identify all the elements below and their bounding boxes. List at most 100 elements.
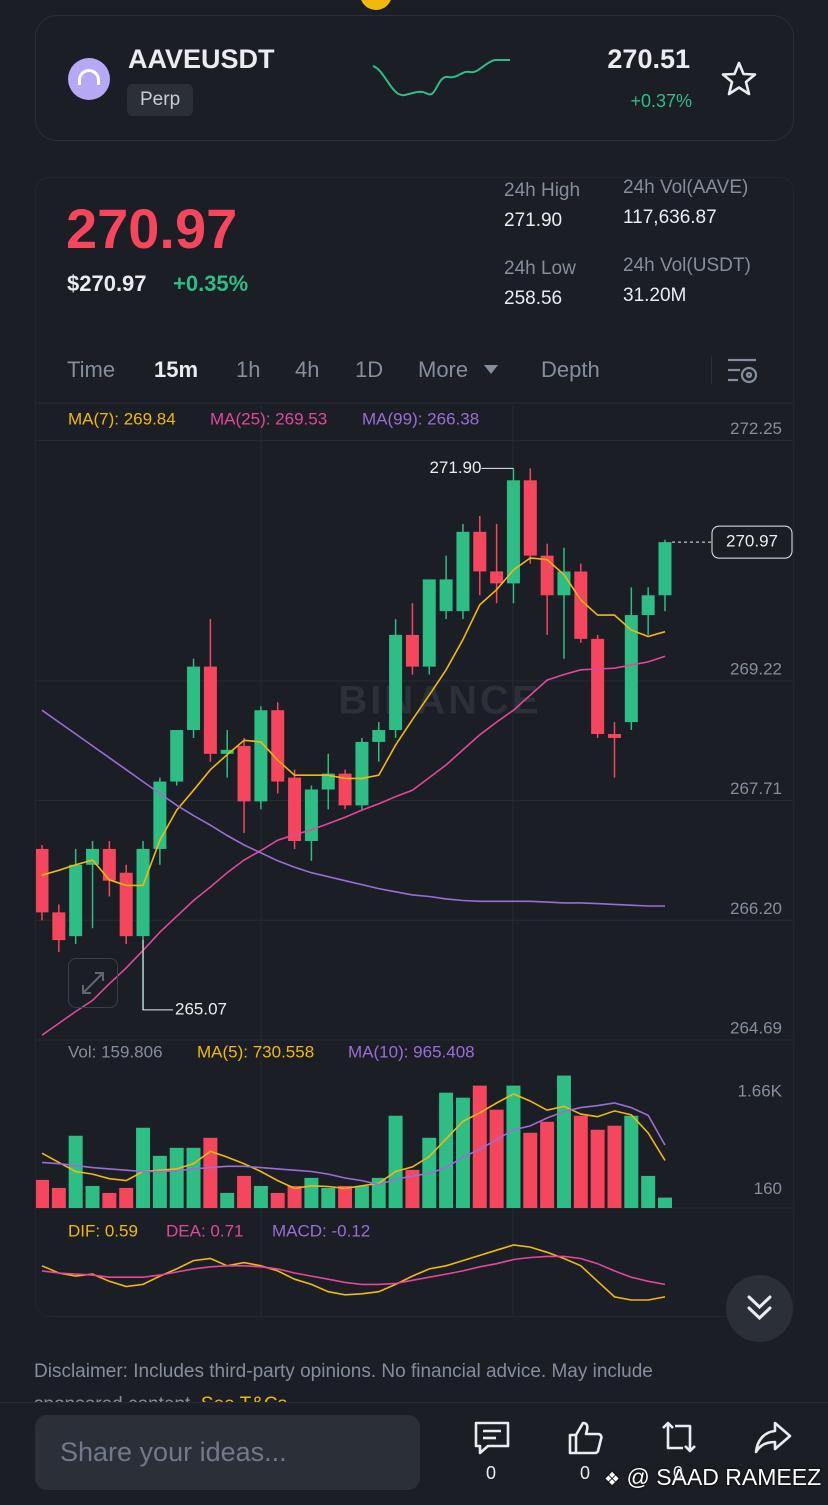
candle-body [506, 480, 520, 584]
volume-bar [253, 1185, 268, 1208]
favorite-star[interactable] [720, 60, 758, 98]
ma-line [41, 557, 666, 887]
volume-bar [641, 1175, 656, 1208]
last-price: 270.97 [66, 197, 238, 260]
interval-tab[interactable]: 4h [295, 357, 320, 382]
candle-body [254, 710, 268, 802]
stat-value: 117,636.87 [623, 207, 717, 228]
candle-body [523, 480, 537, 556]
candle-body [473, 531, 487, 572]
volume-bar [220, 1192, 235, 1208]
candle-body [237, 745, 251, 802]
volume-bar [203, 1137, 218, 1208]
like-icon[interactable] [566, 1418, 606, 1458]
y-tick-label: 272.25 [730, 419, 782, 438]
volume-bar [321, 1187, 336, 1208]
ticker-card[interactable] [35, 15, 794, 141]
candle-body [490, 571, 504, 584]
last-price-box [711, 525, 793, 559]
candle-body [405, 634, 419, 667]
candle-body [220, 749, 234, 754]
volume-bar [102, 1192, 117, 1208]
like-count: 0 [580, 1463, 591, 1483]
interval-tab[interactable]: 15m [154, 357, 199, 382]
interval-tab[interactable]: 1h [236, 357, 261, 382]
volume-bar [405, 1169, 420, 1208]
legend-entry: MA(5): 730.558 [197, 1042, 314, 1061]
volume-bar [169, 1147, 184, 1208]
candle-body [35, 848, 49, 913]
stat-value: 258.56 [504, 288, 563, 309]
stat-label: 24h Vol(USDT) [623, 255, 751, 276]
volume-label: Vol: 159.806 [68, 1042, 163, 1061]
candle-body [389, 634, 403, 731]
stat-value: 271.90 [504, 210, 563, 231]
volume-bar [624, 1115, 639, 1208]
interval-tab[interactable]: Time [67, 357, 116, 382]
candle-body [557, 571, 571, 596]
watermark: ❖ @ SAAD RAMEEZ [604, 1464, 822, 1490]
repost-count: 0 [673, 1463, 684, 1483]
candle-body [641, 595, 655, 616]
volume-bar [270, 1192, 285, 1208]
chart-settings[interactable] [726, 356, 760, 386]
candle-body [338, 773, 352, 806]
candle-body [288, 777, 302, 842]
candle-body [203, 666, 217, 754]
comment-input[interactable]: Share your ideas... [35, 1415, 420, 1490]
repost-icon[interactable] [659, 1418, 699, 1458]
annotation-line [142, 939, 174, 1011]
legend-entry: MA(10): 965.408 [348, 1042, 475, 1061]
volume-bar [540, 1121, 555, 1208]
volume-bar [338, 1185, 353, 1208]
price-change: +0.35% [173, 271, 249, 296]
volume-bar [523, 1132, 538, 1208]
interval-tab[interactable]: Depth [541, 357, 600, 382]
volume-bar [388, 1115, 403, 1208]
y-tick-label: 269.22 [730, 659, 782, 678]
volume-bar [607, 1125, 622, 1208]
ticker-change: +0.37% [630, 91, 692, 111]
high-annotation: 271.90 [429, 458, 481, 477]
candle-body [607, 733, 621, 738]
watermark-text: @ SAAD RAMEEZ [626, 1464, 822, 1490]
comment-count: 0 [486, 1463, 497, 1483]
comment-icon[interactable] [472, 1418, 512, 1458]
fullscreen-button[interactable] [68, 958, 118, 1008]
coin-icon [68, 58, 110, 100]
candle-body [456, 531, 470, 612]
candle-body [422, 579, 436, 667]
legend-entry: MA(7): 269.84 [68, 409, 176, 428]
macd-label: MACD: -0.12 [272, 1221, 370, 1240]
usd-price: $270.97 [67, 271, 147, 296]
y-tick-label: 266.20 [730, 899, 782, 918]
volume-bar [489, 1109, 504, 1208]
volume-bar [119, 1187, 134, 1208]
candle-body [187, 666, 201, 731]
candle-body [624, 615, 638, 723]
volume-bar [51, 1187, 66, 1208]
candle-body [119, 872, 133, 937]
scroll-down-button[interactable] [726, 1275, 793, 1342]
volume-bar [35, 1179, 49, 1208]
candle-body [372, 730, 386, 742]
dropdown-arrow [484, 365, 498, 374]
volume-bar [152, 1155, 167, 1208]
volume-bar [439, 1092, 454, 1208]
volume-bar [658, 1197, 672, 1208]
interval-tab[interactable]: More [418, 357, 469, 382]
volume-bar [186, 1147, 201, 1208]
y-tick-label: 267.71 [730, 779, 782, 798]
symbol: AAVEUSDT [128, 44, 275, 74]
input-placeholder: Share your ideas... [60, 1437, 287, 1467]
volume-bar [237, 1175, 252, 1208]
volume-bar [136, 1127, 151, 1208]
last-price-label: 270.97 [726, 532, 778, 551]
interval-tab[interactable]: 1D [355, 357, 384, 382]
candle-body [591, 638, 605, 734]
volume-bar [354, 1185, 369, 1208]
candle-body [540, 555, 554, 596]
share-icon[interactable] [753, 1418, 793, 1458]
